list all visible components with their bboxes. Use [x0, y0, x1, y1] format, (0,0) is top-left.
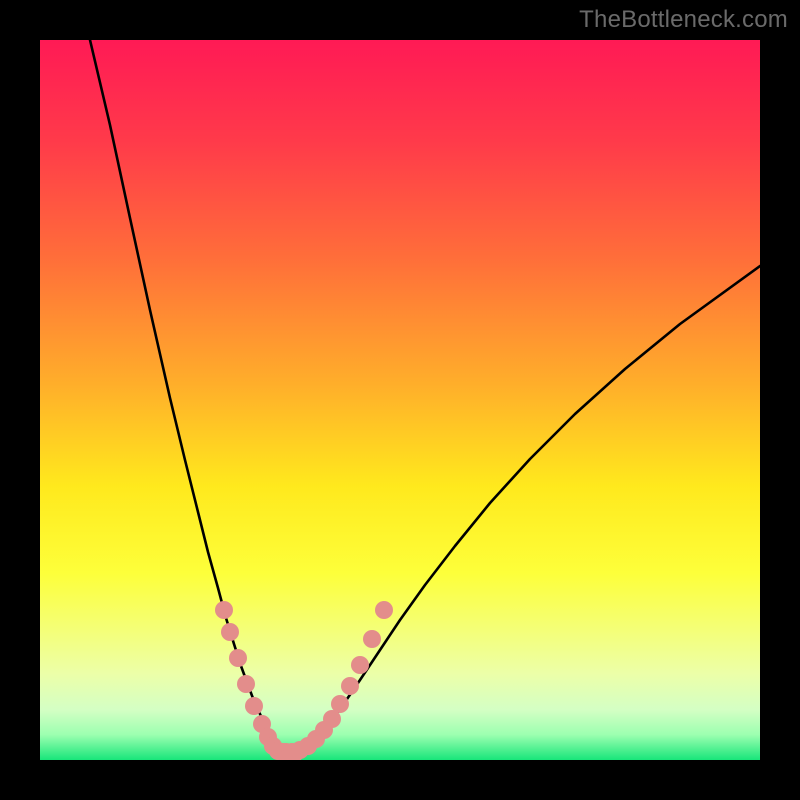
- marker-dot: [245, 697, 263, 715]
- marker-dot: [237, 675, 255, 693]
- marker-dot: [215, 601, 233, 619]
- marker-dot: [375, 601, 393, 619]
- marker-dot: [331, 695, 349, 713]
- marker-dot: [221, 623, 239, 641]
- gradient-background: [40, 40, 760, 760]
- bottleneck-chart: [40, 40, 760, 760]
- marker-dot: [363, 630, 381, 648]
- marker-dot: [229, 649, 247, 667]
- marker-dot: [351, 656, 369, 674]
- chart-frame: [40, 40, 760, 760]
- marker-dot: [341, 677, 359, 695]
- watermark-text: TheBottleneck.com: [579, 6, 788, 34]
